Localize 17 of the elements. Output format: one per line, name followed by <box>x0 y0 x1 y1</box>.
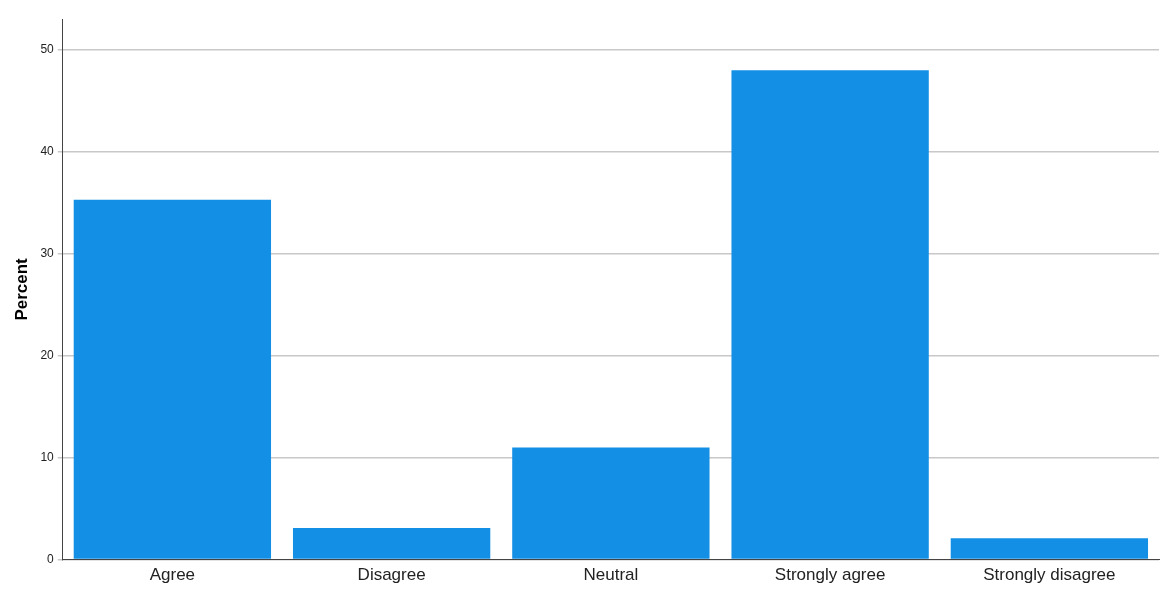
bar <box>292 527 491 559</box>
y-tick-label: 10 <box>40 449 55 464</box>
y-tick-label: 20 <box>40 347 55 362</box>
y-tick-label: 30 <box>40 246 55 261</box>
y-tick-label: 50 <box>40 42 55 57</box>
bar <box>950 538 1149 559</box>
bar <box>731 70 929 559</box>
x-tick-label: Strongly agree <box>774 565 886 585</box>
x-tick-label: Neutral <box>583 565 639 585</box>
y-tick-label: 40 <box>40 144 55 159</box>
x-tick-label: Disagree <box>357 565 426 585</box>
bar <box>73 199 272 559</box>
x-tick-label: Agree <box>149 565 196 585</box>
bar <box>512 447 710 559</box>
x-tick-label: Strongly disagree <box>983 565 1116 585</box>
y-tick-label: 0 <box>47 551 55 566</box>
y-axis-title: Percent <box>11 257 31 321</box>
